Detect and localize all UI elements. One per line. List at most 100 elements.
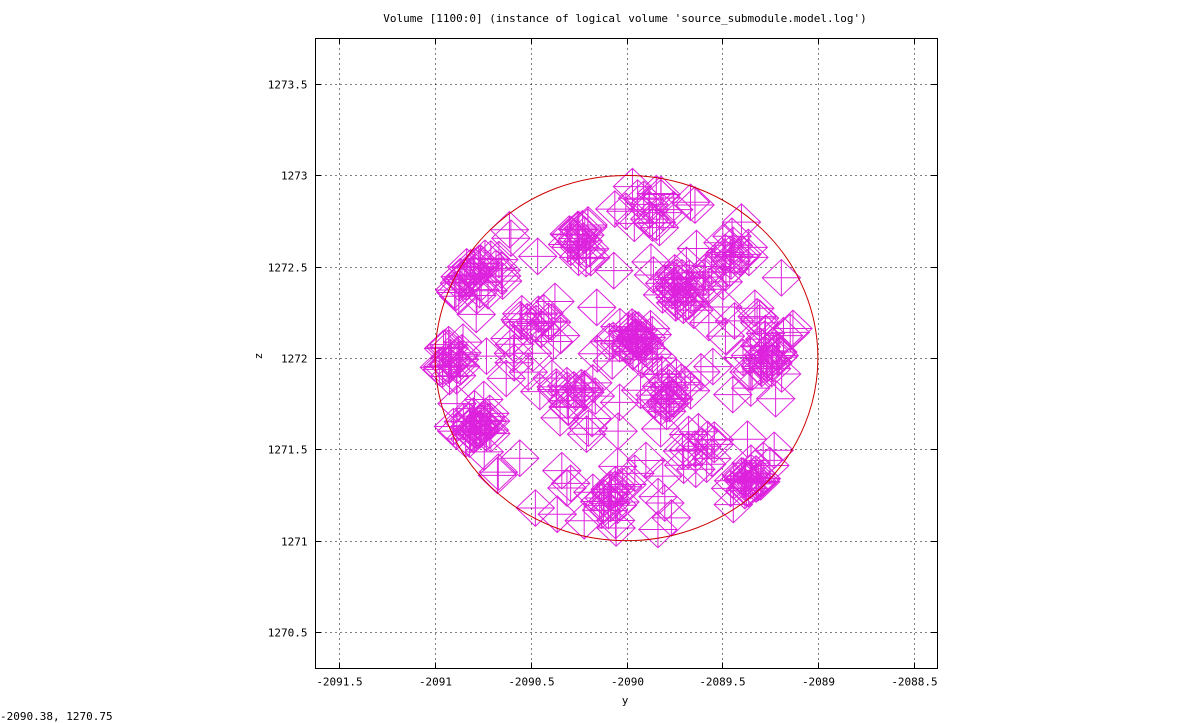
chart-title: Volume [1100:0] (instance of logical vol… xyxy=(383,12,866,25)
x-tick-label: -2090 xyxy=(611,676,644,689)
cursor-coordinates: -2090.38, 1270.75 xyxy=(0,710,113,723)
diamond-marker xyxy=(508,353,549,392)
diamond-marker xyxy=(491,219,531,258)
diamond-marker xyxy=(460,244,501,283)
y-ticks: 1270.5 1271 1271.5 1272 1272.5 1273 1273.5 xyxy=(268,79,938,640)
x-tick-label: -2088.5 xyxy=(891,676,937,689)
diamond-marker xyxy=(437,384,477,423)
x-tick-label: -2089.5 xyxy=(699,676,745,689)
diamond-marker xyxy=(626,329,666,368)
diamond-marker xyxy=(572,363,613,402)
x-axis-label: y xyxy=(622,694,629,707)
diamond-marker xyxy=(712,375,753,414)
diamond-marker xyxy=(500,300,541,339)
diamond-marker xyxy=(429,329,469,368)
diamond-marker xyxy=(653,190,694,229)
diamond-marker xyxy=(618,334,659,373)
diamond-marker xyxy=(633,256,674,294)
diamond-marker xyxy=(464,432,505,471)
diamond-marker xyxy=(605,192,646,231)
marker-layer xyxy=(419,167,813,549)
diamond-marker xyxy=(629,185,669,224)
diamond-marker xyxy=(536,367,577,406)
diamond-marker xyxy=(568,409,609,448)
diamond-marker xyxy=(494,343,535,382)
diamond-marker xyxy=(597,447,638,486)
diamond-marker xyxy=(592,342,633,380)
diamond-marker xyxy=(515,489,556,527)
diamond-marker xyxy=(620,371,661,410)
diamond-marker xyxy=(668,282,709,321)
x-tick-label: -2089 xyxy=(802,676,835,689)
diamond-marker xyxy=(481,251,522,290)
diamond-marker xyxy=(676,229,717,268)
diamond-marker xyxy=(638,477,678,516)
diamond-marker xyxy=(727,420,768,459)
y-tick-label: 1270.5 xyxy=(268,627,308,640)
y-tick-label: 1271 xyxy=(281,536,308,549)
diamond-marker xyxy=(537,495,578,534)
diamond-marker xyxy=(438,335,479,374)
diamond-marker xyxy=(644,484,685,522)
x-tick-label: -2091.5 xyxy=(316,676,362,689)
diamond-marker xyxy=(466,413,507,452)
diamond-marker xyxy=(675,186,715,224)
diamond-marker xyxy=(595,501,636,540)
diamond-marker xyxy=(557,210,598,249)
diamond-marker xyxy=(631,243,671,281)
diamond-marker xyxy=(482,262,523,301)
diamond-marker xyxy=(754,431,795,470)
diamond-marker xyxy=(651,498,692,537)
diamond-marker xyxy=(598,412,638,451)
y-tick-label: 1273 xyxy=(281,170,308,183)
diamond-marker xyxy=(466,337,507,376)
diamond-marker xyxy=(540,316,581,355)
diamond-marker xyxy=(665,365,705,404)
diamond-marker xyxy=(655,278,695,317)
diamond-marker xyxy=(755,379,796,418)
diamond-marker xyxy=(702,288,743,327)
diamond-marker xyxy=(642,457,683,496)
diamond-marker xyxy=(575,377,616,416)
diamond-marker xyxy=(735,289,775,328)
diamond-marker xyxy=(489,210,530,249)
x-tick-label: -2091 xyxy=(419,676,452,689)
diamond-marker xyxy=(741,459,782,498)
y-tick-label: 1271.5 xyxy=(268,444,308,457)
diamond-marker xyxy=(486,359,527,398)
diamond-marker xyxy=(705,317,746,356)
diamond-marker xyxy=(730,369,771,408)
diamond-marker xyxy=(541,451,582,490)
diamond-marker xyxy=(599,383,640,422)
diamond-marker xyxy=(566,415,607,454)
diamond-marker xyxy=(576,288,617,327)
diamond-marker xyxy=(535,282,575,321)
y-axis-label: z xyxy=(252,353,265,360)
diamond-marker xyxy=(594,190,635,229)
diamond-marker xyxy=(540,398,580,437)
diamond-marker xyxy=(577,334,618,373)
diamond-marker xyxy=(548,387,589,426)
diamond-marker xyxy=(758,338,798,377)
diamond-marker xyxy=(499,439,540,478)
diamond-marker xyxy=(517,237,558,276)
diamond-marker xyxy=(686,445,727,484)
x-tick-label: -2090.5 xyxy=(508,676,554,689)
diamond-marker xyxy=(773,309,813,348)
diamond-marker xyxy=(688,303,729,342)
diamond-marker xyxy=(493,334,534,373)
diamond-marker xyxy=(588,491,629,530)
y-tick-label: 1273.5 xyxy=(268,79,308,92)
diamond-marker xyxy=(528,302,569,341)
diamond-marker xyxy=(630,309,671,348)
y-tick-label: 1272.5 xyxy=(268,262,308,275)
diamond-marker xyxy=(691,247,732,286)
diamond-marker xyxy=(678,412,719,451)
diamond-marker xyxy=(632,204,673,242)
diamond-marker xyxy=(713,485,754,524)
diamond-marker xyxy=(638,510,678,549)
diamond-marker xyxy=(743,441,784,480)
diamond-marker xyxy=(558,238,599,277)
diamond-marker xyxy=(547,371,588,410)
